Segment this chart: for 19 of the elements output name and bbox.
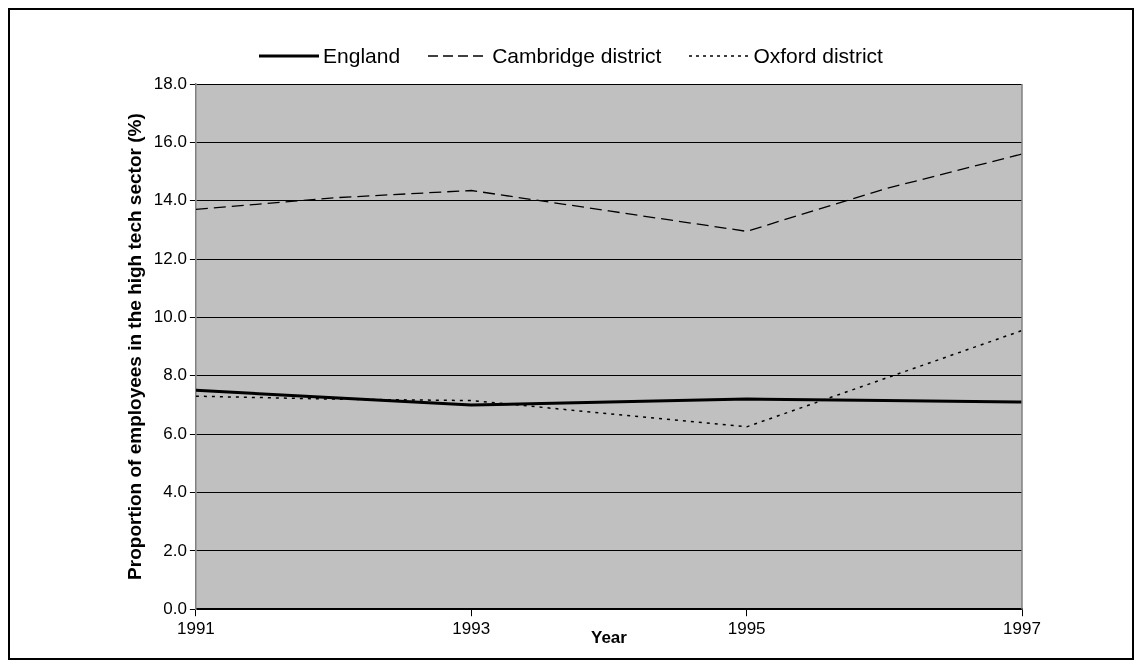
y-axis-title: Proportion of employees in the high tech sector (%): [123, 113, 145, 580]
legend-label: Oxford district: [753, 44, 883, 68]
y-tick-label: 6.0: [163, 423, 187, 443]
y-tick-label: 0.0: [163, 598, 187, 618]
y-tick-label: 4.0: [163, 482, 187, 502]
y-tick-label: 18.0: [153, 73, 187, 93]
x-tick-label: 1993: [452, 619, 491, 639]
y-tick-label: 12.0: [153, 248, 187, 268]
y-tick-label: 16.0: [153, 132, 187, 152]
y-tick-label: 8.0: [163, 365, 187, 385]
x-tick-label: 1995: [727, 619, 766, 639]
x-tick-label: 1997: [1003, 619, 1041, 639]
x-axis-title: Year: [590, 628, 628, 648]
legend-label: Cambridge district: [492, 44, 662, 68]
y-tick-label: 10.0: [153, 307, 187, 327]
legend-label: England: [323, 44, 401, 68]
y-tick-label: 14.0: [153, 190, 187, 210]
y-tick-label: 2.0: [163, 540, 187, 560]
x-tick-label: 1991: [176, 619, 215, 639]
